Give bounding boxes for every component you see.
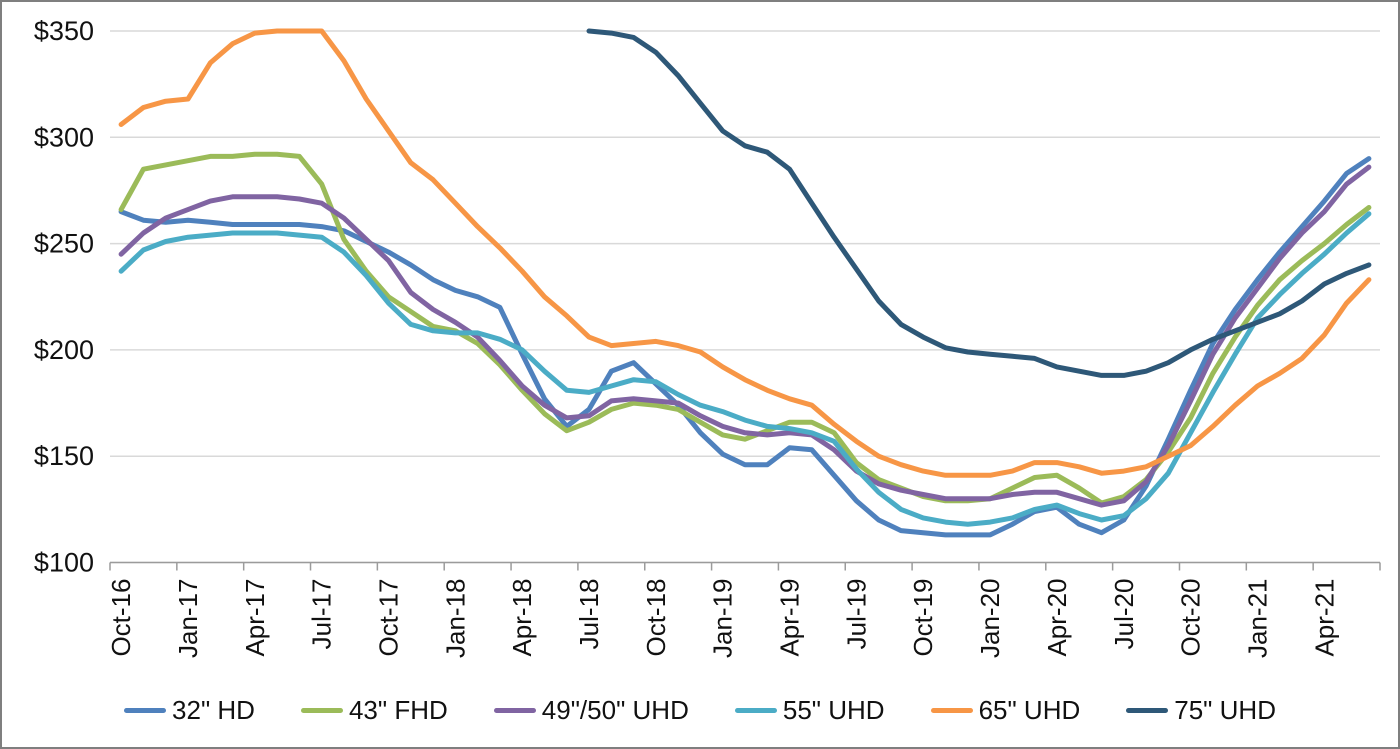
x-axis-tick-label: Jul-19 [841, 579, 871, 650]
y-axis-tick-label: $350 [34, 16, 94, 46]
legend-swatch-icon [734, 708, 777, 713]
y-axis-tick-label: $300 [34, 122, 94, 152]
x-axis-tick-label: Apr-18 [507, 579, 537, 657]
x-axis-tick-label: Oct-19 [908, 579, 938, 657]
series-line-3 [118, 164, 1372, 508]
x-axis-tick-label: Oct-18 [641, 579, 671, 657]
x-axis-tick-label: Apr-19 [775, 579, 805, 657]
x-axis-tick-label: Apr-17 [240, 579, 270, 657]
chart-legend: 32" HD 43" FHD 49"/50" UHD 55" UHD 65" UHD 75… [2, 695, 1398, 726]
x-axis-tick-label: Jul-18 [574, 579, 604, 650]
x-axis-tick-label: Apr-20 [1042, 579, 1072, 657]
legend-item: 75" UHD [1126, 695, 1276, 726]
legend-label: 32" HD [172, 695, 255, 725]
legend-swatch-icon [300, 708, 343, 713]
legend-item: 32" HD [124, 695, 255, 726]
series-line-5 [118, 28, 1372, 478]
legend-label: 75" UHD [1174, 695, 1276, 725]
legend-label: 49"/50" UHD [541, 695, 689, 725]
x-axis-tick-label: Jan-20 [975, 578, 1005, 658]
legend-item: 55" UHD [734, 695, 885, 726]
legend-swatch-icon [930, 708, 973, 713]
legend-label: 43" FHD [348, 695, 448, 725]
series-line-4 [118, 211, 1372, 527]
legend-swatch-icon [124, 708, 167, 713]
legend-item: 43" FHD [300, 695, 448, 726]
legend-item: 65" UHD [930, 695, 1081, 726]
x-axis-tick-label: Jan-21 [1242, 579, 1272, 659]
legend-label: 65" UHD [978, 695, 1081, 725]
x-axis-tick-label: Jan-18 [440, 579, 470, 659]
legend-swatch-icon [1126, 708, 1169, 713]
x-axis-tick-label: Oct-17 [374, 579, 404, 657]
x-axis-tick-label: Oct-20 [1176, 579, 1206, 657]
y-axis-tick-label: $200 [34, 335, 94, 365]
series-line-6 [586, 28, 1372, 378]
legend-label: 55" UHD [782, 695, 885, 725]
x-axis-tick-label: Oct-16 [106, 579, 136, 657]
y-axis-tick-label: $250 [34, 229, 94, 259]
x-axis-tick-label: Jan-17 [173, 579, 203, 659]
x-axis-tick-label: Jul-20 [1109, 579, 1139, 650]
x-axis-tick-label: Jan-19 [708, 579, 738, 659]
legend-item: 49"/50" UHD [493, 695, 689, 726]
x-axis-tick-label: Jul-17 [307, 579, 337, 650]
y-axis-tick-label: $150 [34, 441, 94, 471]
y-axis-tick-label: $100 [34, 548, 94, 578]
legend-swatch-icon [493, 708, 536, 713]
series-line-1 [118, 156, 1372, 538]
x-axis-tick-label: Apr-21 [1309, 579, 1339, 657]
